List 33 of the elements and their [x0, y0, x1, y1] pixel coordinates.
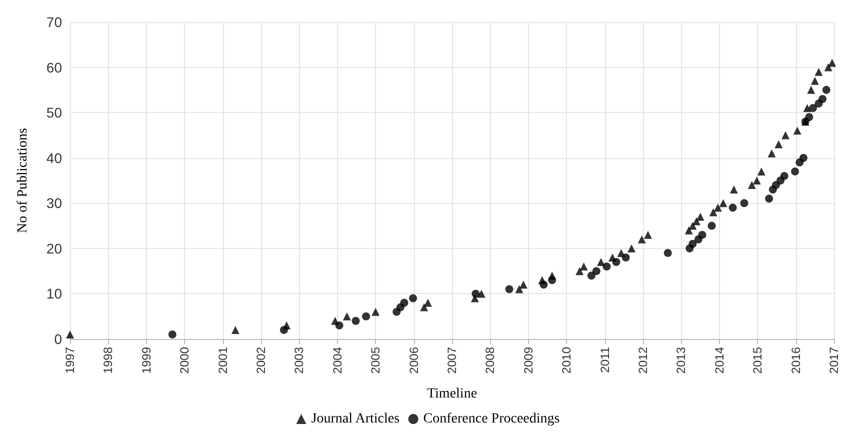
x-tick-label: 2016 — [788, 346, 803, 374]
y-tick-label: 60 — [46, 59, 62, 76]
x-tick-label: 2010 — [560, 346, 574, 374]
y-tick-label: 50 — [46, 104, 62, 121]
x-tick-label: 2015 — [750, 346, 765, 374]
x-tick-label: 2001 — [216, 346, 230, 374]
y-tick-label: 10 — [46, 286, 62, 302]
x-tick-label: 1997 — [63, 346, 77, 374]
y-tick-label: 0 — [54, 331, 62, 347]
x-axis-title: Timeline — [426, 386, 478, 402]
y-axis-title: No of Publications — [16, 128, 30, 233]
x-tick-label: 2008 — [483, 346, 498, 374]
legend-label: Conference Proceedings — [423, 412, 560, 426]
x-tick-label: 2017 — [827, 346, 841, 374]
x-tick-label: 2011 — [598, 346, 612, 373]
x-tick-label: 2014 — [712, 346, 726, 374]
x-tick-label: 2003 — [292, 346, 306, 374]
y-tick-label: 70 — [46, 14, 62, 30]
x-tick-label: 2005 — [368, 346, 383, 374]
x-tick-label: 2000 — [178, 346, 192, 374]
x-tick-label: 2007 — [445, 346, 459, 374]
x-tick-label: 2009 — [521, 346, 536, 374]
legend-label: Journal Articles — [311, 412, 400, 426]
y-tick-label: 40 — [46, 150, 62, 166]
x-tick-label: 2004 — [330, 346, 344, 374]
x-tick-label: 2006 — [406, 346, 421, 374]
x-tick-label: 1998 — [101, 346, 116, 374]
y-tick-label: 30 — [46, 195, 62, 212]
x-tick-label: 2012 — [636, 346, 650, 374]
x-tick-label: 2002 — [254, 346, 268, 374]
x-tick-label: 2013 — [674, 346, 688, 374]
x-tick-label: 1999 — [139, 346, 154, 374]
y-tick-label: 20 — [46, 240, 62, 256]
